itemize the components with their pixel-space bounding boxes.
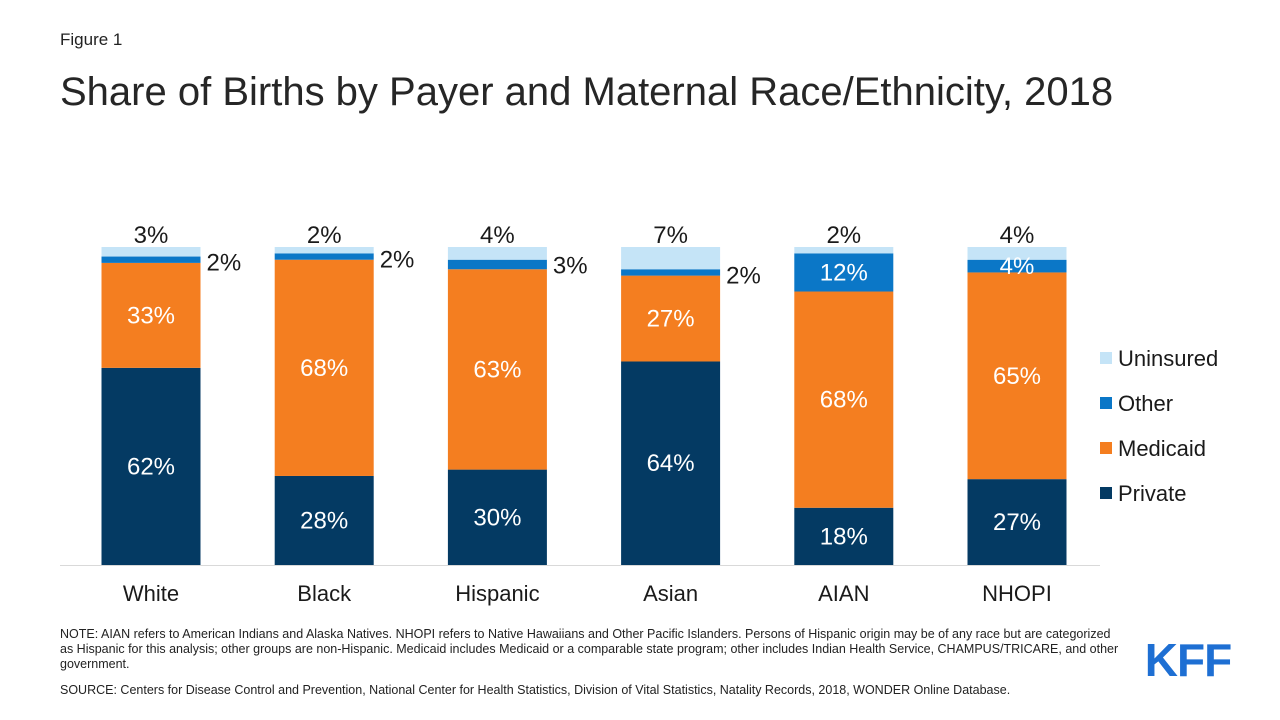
data-label-private-white: 62% bbox=[127, 453, 175, 480]
data-label-medicaid-white: 33% bbox=[127, 302, 175, 329]
data-label-uninsured-white: 3% bbox=[134, 222, 169, 249]
bar-medicaid-asian bbox=[621, 275, 721, 362]
bar-private-aian bbox=[794, 507, 894, 565]
data-label-uninsured-asian: 7% bbox=[653, 222, 688, 249]
data-label-medicaid-asian: 27% bbox=[647, 306, 695, 333]
legend-swatch-medicaid bbox=[1100, 442, 1112, 454]
kff-logo: KFF bbox=[1145, 637, 1232, 681]
bar-other-hispanic bbox=[447, 259, 547, 270]
data-label-medicaid-aian: 68% bbox=[820, 387, 868, 414]
bar-private-black bbox=[274, 475, 374, 565]
bar-medicaid-black bbox=[274, 259, 374, 476]
bar-uninsured-nhopi bbox=[967, 247, 1067, 260]
data-label-medicaid-black: 68% bbox=[300, 355, 348, 382]
x-tick-label-nhopi: NHOPI bbox=[982, 581, 1052, 606]
bar-medicaid-aian bbox=[794, 291, 894, 508]
bar-private-asian bbox=[621, 361, 721, 565]
x-tick-label-white: White bbox=[123, 581, 179, 606]
data-label-medicaid-hispanic: 63% bbox=[473, 356, 521, 383]
data-label-other-asian: 2% bbox=[726, 262, 761, 289]
x-tick-label-black: Black bbox=[297, 581, 352, 606]
data-label-private-asian: 64% bbox=[647, 450, 695, 477]
bar-uninsured-hispanic bbox=[447, 247, 547, 260]
data-label-uninsured-black: 2% bbox=[307, 222, 342, 249]
x-tick-label-hispanic: Hispanic bbox=[455, 581, 539, 606]
bar-medicaid-nhopi bbox=[967, 272, 1067, 480]
data-label-uninsured-nhopi: 4% bbox=[1000, 222, 1035, 249]
bar-uninsured-white bbox=[101, 247, 201, 257]
bar-medicaid-hispanic bbox=[447, 269, 547, 470]
legend-label-other: Other bbox=[1118, 391, 1173, 416]
data-label-private-aian: 18% bbox=[820, 523, 868, 550]
legend-label-medicaid: Medicaid bbox=[1118, 436, 1206, 461]
figure-label: Figure 1 bbox=[60, 30, 123, 49]
stacked-bar-chart: 62% 33% 2% 3% White 28% 68% 2% 2% Black 30% 63% 3% 4%… bbox=[60, 222, 1218, 606]
data-label-uninsured-hispanic: 4% bbox=[480, 222, 515, 249]
bar-private-hispanic bbox=[447, 469, 547, 565]
bar-other-white bbox=[101, 256, 201, 263]
data-label-other-hispanic: 3% bbox=[553, 253, 588, 280]
chart-note: NOTE: AIAN refers to American Indians an… bbox=[60, 627, 1119, 671]
bar-uninsured-asian bbox=[621, 247, 721, 270]
data-label-other-nhopi: 4% bbox=[1000, 253, 1035, 280]
data-label-other-white: 2% bbox=[207, 250, 242, 277]
x-tick-label-aian: AIAN bbox=[818, 581, 869, 606]
data-label-private-black: 28% bbox=[300, 507, 348, 534]
bar-other-black bbox=[274, 253, 374, 260]
data-label-uninsured-aian: 2% bbox=[826, 222, 861, 249]
bar-other-aian bbox=[794, 253, 894, 292]
legend-swatch-uninsured bbox=[1100, 352, 1112, 364]
bar-private-nhopi bbox=[967, 479, 1067, 565]
bar-uninsured-black bbox=[274, 247, 374, 254]
legend-label-private: Private bbox=[1118, 481, 1186, 506]
bar-uninsured-aian bbox=[794, 247, 894, 254]
bar-other-nhopi bbox=[967, 259, 1067, 273]
data-label-private-hispanic: 30% bbox=[473, 504, 521, 531]
legend-label-uninsured: Uninsured bbox=[1118, 346, 1218, 371]
svg-text:KFF: KFF bbox=[1145, 637, 1231, 681]
legend-swatch-other bbox=[1100, 397, 1112, 409]
x-tick-label-asian: Asian bbox=[643, 581, 698, 606]
legend-swatch-private bbox=[1100, 487, 1112, 499]
bar-private-white bbox=[101, 367, 201, 565]
bar-medicaid-white bbox=[101, 262, 201, 368]
data-label-medicaid-nhopi: 65% bbox=[993, 363, 1041, 390]
data-label-other-aian: 12% bbox=[820, 259, 868, 286]
chart-title: Share of Births by Payer and Maternal Ra… bbox=[60, 70, 1114, 114]
chart-source: SOURCE: Centers for Disease Control and … bbox=[60, 683, 1011, 697]
bar-other-asian bbox=[621, 269, 721, 276]
data-label-private-nhopi: 27% bbox=[993, 509, 1041, 536]
data-label-other-black: 2% bbox=[380, 246, 415, 273]
